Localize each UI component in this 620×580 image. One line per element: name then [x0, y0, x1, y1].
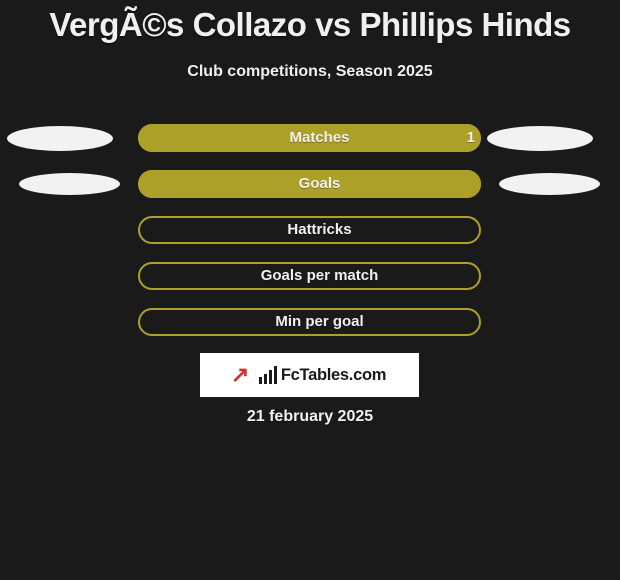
- bar-label: Min per goal: [148, 308, 491, 336]
- bar-value: 1: [459, 124, 475, 152]
- right-ellipse: [487, 126, 593, 151]
- page-title: VergÃ©s Collazo vs Phillips Hinds: [0, 6, 620, 44]
- source-badge: FcTables.com: [200, 353, 419, 397]
- left-ellipse: [19, 173, 120, 195]
- right-ellipse: [499, 173, 600, 195]
- bar-label: Goals per match: [148, 262, 491, 290]
- bar-label: Hattricks: [148, 216, 491, 244]
- subtitle: Club competitions, Season 2025: [0, 63, 620, 81]
- bar-label: Matches: [148, 124, 491, 152]
- date-line: 21 february 2025: [0, 408, 620, 426]
- comparison-infographic: VergÃ©s Collazo vs Phillips Hinds Club c…: [0, 0, 620, 580]
- bar-label: Goals: [148, 170, 491, 198]
- badge-text: FcTables.com: [281, 366, 386, 385]
- bars-icon: [259, 366, 277, 384]
- left-ellipse: [7, 126, 113, 151]
- arrow-icon: [233, 364, 255, 386]
